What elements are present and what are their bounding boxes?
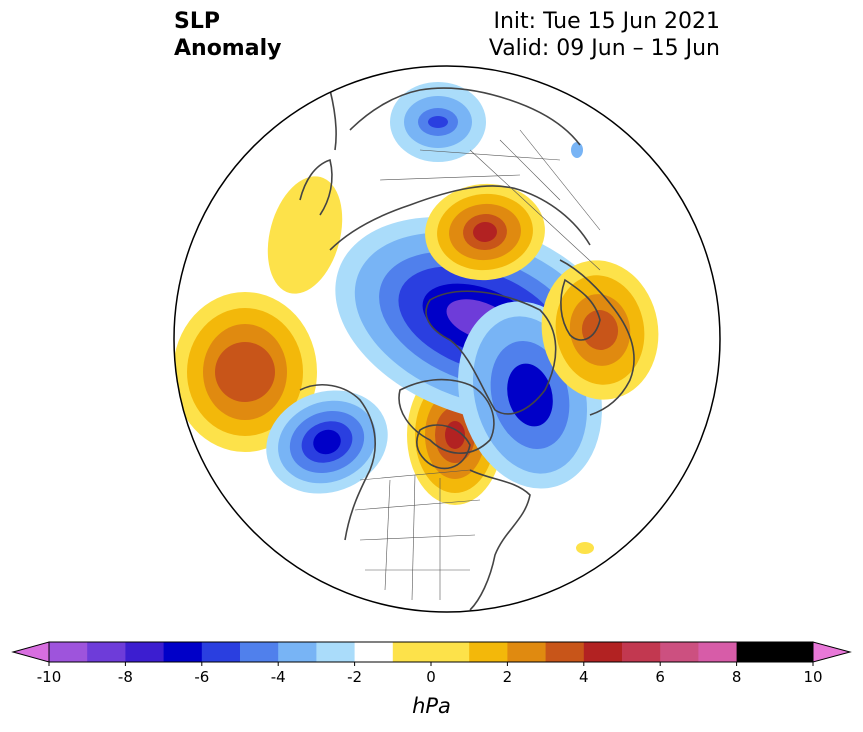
alaska-low-level-4 <box>313 429 341 455</box>
title-line-2: Anomaly <box>174 36 282 61</box>
colorbar-cell-15 <box>660 642 699 662</box>
boundary-2 <box>359 534 476 541</box>
colorbar-cell-18 <box>774 642 814 662</box>
map-title: SLP Anomaly <box>174 8 281 62</box>
pacific-high-tongue-level-0 <box>267 176 343 294</box>
title-line-1: SLP <box>174 9 220 34</box>
coastline-10 <box>329 89 337 151</box>
europe-high-level-3 <box>581 310 619 350</box>
boundary-10 <box>419 149 561 161</box>
init-date: Init: Tue 15 Jun 2021 <box>493 9 721 34</box>
coastline-2 <box>469 469 531 611</box>
coastline-9 <box>299 158 333 216</box>
colorbar-cell-7 <box>316 642 356 662</box>
siberia-high <box>425 183 545 281</box>
valid-range: Valid: 09 Jun – 15 Jun <box>488 36 720 61</box>
coastline-4 <box>299 384 376 541</box>
colorbar-cell-12 <box>545 642 585 662</box>
anomaly-field <box>174 82 659 554</box>
boundary-9 <box>469 149 601 271</box>
polar-map <box>173 65 721 613</box>
map-boundary <box>173 65 721 613</box>
asia-low <box>390 82 486 162</box>
boundary-5 <box>411 474 416 601</box>
colorbar-cell-14 <box>622 642 661 662</box>
colorbar-tick-label-5: 0 <box>426 668 436 686</box>
atlantic-spot <box>576 542 594 554</box>
colorbar-tick-label-6: 2 <box>503 668 513 686</box>
boundary-4 <box>384 479 391 591</box>
coastline-6 <box>559 259 635 416</box>
colorbar-cell-1 <box>87 642 126 662</box>
colorbar-cell-0 <box>49 642 88 662</box>
colorbar-tick-label-1: -8 <box>118 668 133 686</box>
colorbar-cell-2 <box>125 642 165 662</box>
colorbar-cell-4 <box>201 642 241 662</box>
colorbar-cell-13 <box>583 642 623 662</box>
coastline-8 <box>349 87 581 146</box>
colorbar-cells <box>11 641 852 663</box>
coastline-3 <box>415 424 471 470</box>
coastline-1 <box>398 378 495 454</box>
colorbar-tick-label-9: 8 <box>732 668 742 686</box>
colorbar-cell-9 <box>392 642 470 662</box>
colorbar-tick-label-10: 10 <box>803 668 822 686</box>
coastline-5 <box>329 185 591 251</box>
colorbar-cell-17 <box>736 642 776 662</box>
forecast-info: Init: Tue 15 Jun 2021 Valid: 09 Jun – 15… <box>489 8 720 62</box>
colorbar-tick-label-2: -6 <box>194 668 209 686</box>
coastline-0 <box>425 290 557 415</box>
europe-high <box>541 260 659 400</box>
colorbar-unit: hPa <box>412 694 451 718</box>
asia-spot <box>571 142 583 158</box>
colorbar-tick-label-4: -2 <box>347 668 362 686</box>
colorbar-cell-5 <box>240 642 279 662</box>
colorbar-tick-label-0: -10 <box>37 668 62 686</box>
asia-low-level-3 <box>428 116 448 128</box>
pacific-high-level-3 <box>215 342 275 402</box>
colorbar-tick-label-3: -4 <box>271 668 286 686</box>
colorbar: -10 -8 -6 -4 -2 0 2 4 6 8 10 <box>11 641 852 686</box>
arctic-low-ext-level-3 <box>507 363 553 427</box>
colorbar-tick-label-7: 4 <box>579 668 589 686</box>
colorbar-cell-3 <box>163 642 203 662</box>
coastlines <box>299 87 635 611</box>
boundary-8 <box>519 129 601 231</box>
pacific-high-tongue <box>267 176 343 294</box>
colorbar-under-arrow <box>11 641 50 663</box>
colorbar-cell-16 <box>698 642 738 662</box>
siberia-high-level-4 <box>473 221 497 243</box>
colorbar-tick-label-8: 6 <box>655 668 665 686</box>
colorbar-cell-6 <box>278 642 317 662</box>
colorbar-cell-8 <box>354 642 394 662</box>
boundary-11 <box>379 174 521 181</box>
pacific-high <box>174 292 317 452</box>
coastline-7 <box>560 278 601 341</box>
colorbar-cell-10 <box>469 642 508 662</box>
alaska-low <box>266 390 388 494</box>
colorbar-over-arrow <box>812 641 852 663</box>
colorbar-ticks: -10 -8 -6 -4 -2 0 2 4 6 8 10 <box>37 662 823 686</box>
colorbar-cell-11 <box>507 642 547 662</box>
boundary-7 <box>499 139 561 201</box>
boundary-1 <box>354 499 481 511</box>
